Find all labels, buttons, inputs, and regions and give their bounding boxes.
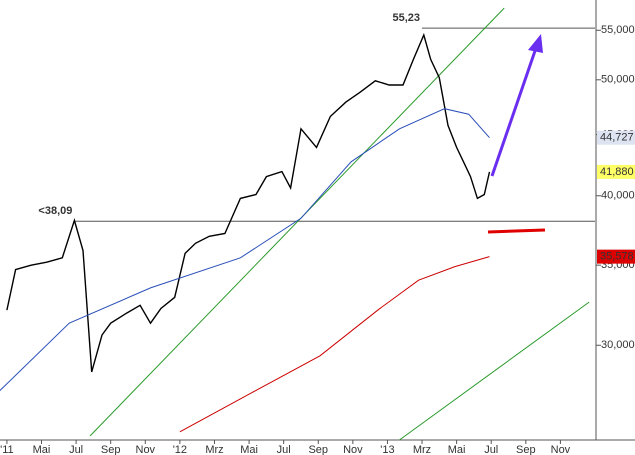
series-line (0, 108, 490, 391)
x-tick-label: Jul (484, 444, 498, 455)
support-marker (487, 228, 546, 234)
level-label: 55,23 (393, 12, 421, 24)
x-tick-label: Mrz (205, 444, 223, 455)
level-label: <38,09 (38, 205, 72, 217)
arrow-head (528, 34, 543, 53)
x-tick-label: Nov (343, 444, 363, 455)
x-tick-label: Sep (101, 444, 121, 455)
series-line (6, 32, 491, 373)
trendline (399, 301, 590, 441)
y-tick-label: 50,000 (601, 74, 635, 86)
x-tick-label: Jul (277, 444, 291, 455)
price-label-box (597, 130, 635, 145)
y-tick-label: 30,000 (601, 339, 635, 351)
x-tick-label: Mai (240, 444, 258, 455)
x-tick-label: Jul (69, 444, 83, 455)
y-tick-label: 40,000 (601, 190, 635, 202)
trendline (89, 7, 505, 437)
price-label: 35,578 (600, 251, 634, 263)
series-line (179, 256, 490, 433)
arrow-shaft (490, 47, 538, 177)
y-tick-label: 55,000 (601, 24, 635, 36)
price-label-box (597, 249, 635, 264)
price-label-box (597, 164, 635, 179)
x-tick-label: '13 (380, 444, 394, 455)
x-tick-label: Nov (136, 444, 156, 455)
x-tick-label: Sep (516, 444, 536, 455)
x-tick-label: '12 (173, 444, 187, 455)
x-tick-label: Mai (448, 444, 466, 455)
price-label: 44,727 (600, 132, 634, 144)
x-tick-label: '11 (0, 444, 14, 455)
x-tick-label: Sep (308, 444, 328, 455)
plot-area: 55,23 <38,09 (0, 7, 595, 441)
price-label: 41,880 (600, 166, 634, 178)
x-tick-label: Mai (33, 444, 51, 455)
x-tick-label: Nov (551, 444, 571, 455)
x-tick-label: Mrz (413, 444, 431, 455)
